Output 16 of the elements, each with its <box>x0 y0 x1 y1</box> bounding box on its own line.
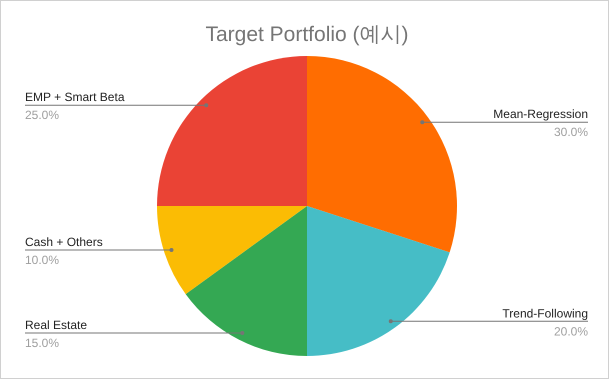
pie-slice <box>157 56 307 206</box>
slice-label: Real Estate <box>25 318 88 332</box>
pie-slice <box>186 206 307 356</box>
slice-label: Mean-Regression <box>493 107 588 122</box>
pie-slice <box>157 206 307 294</box>
data-label: 15.0% <box>25 336 60 350</box>
data-label: 20.0% <box>554 324 588 338</box>
slice-label: Trend-Following <box>502 306 588 320</box>
pie-slice <box>307 206 450 356</box>
slice-label: EMP + Smart Beta <box>25 90 125 104</box>
chart-title: Target Portfolio (예시) <box>205 23 409 46</box>
data-label: 30.0% <box>554 125 588 140</box>
data-label: 25.0% <box>25 108 60 122</box>
pie-slice <box>307 56 457 252</box>
data-label: 10.0% <box>25 253 60 268</box>
slice-label: Cash + Others <box>25 235 103 250</box>
